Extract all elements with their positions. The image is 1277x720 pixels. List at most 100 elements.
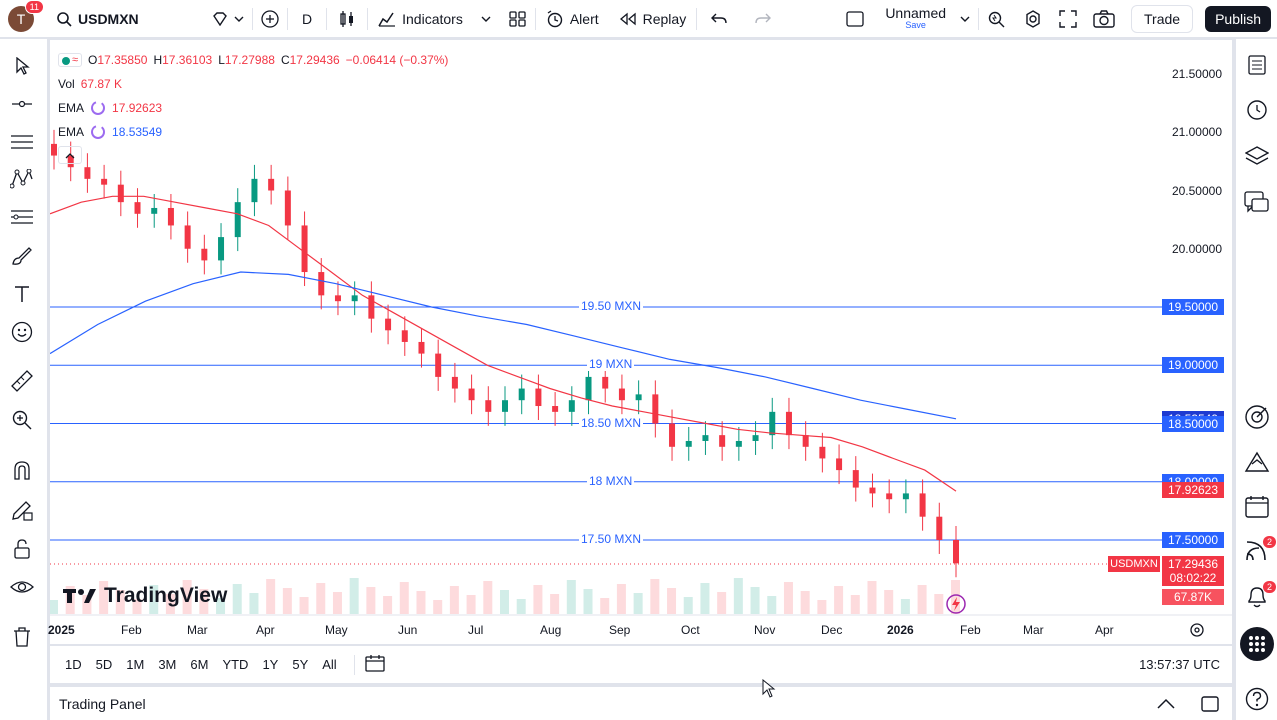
chevron-up-icon[interactable] (1156, 698, 1176, 710)
ruler-icon (11, 370, 33, 392)
lightning-icon (946, 594, 966, 614)
price-tag: 18.50000 (1162, 415, 1224, 432)
quick-search-button[interactable] (979, 0, 1015, 38)
products-button[interactable] (1236, 627, 1277, 661)
layout-name-menu[interactable]: Unnamed Save (837, 0, 978, 38)
ema-fast-row[interactable]: EMA 17.92623 (58, 96, 448, 120)
trade-button[interactable]: Trade (1123, 0, 1205, 38)
measure-tool[interactable] (0, 365, 44, 397)
volume-bar (717, 592, 727, 614)
help-button[interactable] (1236, 682, 1277, 716)
diamond-icon (213, 11, 227, 26)
screener-button[interactable] (1236, 400, 1277, 434)
undo-button[interactable] (697, 0, 741, 38)
plus-circle-icon (261, 9, 279, 28)
ema-slow-row[interactable]: EMA 18.53549 (58, 120, 448, 144)
volume-bar (951, 580, 960, 614)
settings-button[interactable] (1015, 0, 1051, 38)
chevron-down-icon (481, 16, 491, 22)
indicators-label: Indicators (402, 10, 463, 27)
snapshot-button[interactable] (1085, 0, 1123, 38)
calendar-button[interactable] (1236, 490, 1277, 524)
interval-button[interactable]: D (288, 0, 326, 38)
volume-bar (366, 587, 376, 614)
symbol-search[interactable]: USDMXN (48, 0, 204, 38)
horizontal-line-label[interactable]: 17.50 MXN (579, 532, 644, 546)
chart-pane[interactable]: ≈ O17.35850 H17.36103 L17.27988 C17.2943… (48, 40, 1232, 644)
maximize-panel-icon[interactable] (1200, 695, 1220, 713)
range-button-ytd[interactable]: YTD (222, 657, 249, 672)
legend-toggle[interactable]: ≈ (58, 53, 83, 67)
candle-body (735, 440, 742, 447)
candle-body (902, 493, 909, 500)
text-tool[interactable] (0, 278, 44, 310)
candle-body (552, 406, 559, 412)
symbol-price-tag: USDMXN (1108, 555, 1160, 572)
range-button-6m[interactable]: 6M (190, 657, 209, 672)
range-button-3m[interactable]: 3M (158, 657, 177, 672)
alert-button[interactable]: Alert (536, 0, 609, 38)
volume-bar (466, 595, 476, 614)
range-button-all[interactable]: All (322, 657, 337, 672)
magnet-tool[interactable] (0, 455, 44, 487)
notifications-button[interactable]: 2 (1236, 579, 1277, 613)
ema-fast-label: EMA (58, 101, 85, 115)
pattern-tool[interactable] (0, 163, 44, 195)
chats-button[interactable] (1236, 186, 1277, 220)
collapse-legend-button[interactable] (58, 146, 82, 164)
pine-editor-button[interactable] (1236, 445, 1277, 479)
add-symbol-button[interactable] (253, 0, 287, 38)
alerts-panel-button[interactable] (1236, 92, 1277, 126)
ema-slow-value: 18.53549 (112, 125, 163, 139)
horizontal-line-label[interactable]: 19.50 MXN (579, 299, 644, 313)
replay-button[interactable]: Replay (609, 0, 697, 38)
range-button-1m[interactable]: 1M (126, 657, 145, 672)
lightning-button[interactable] (945, 593, 967, 620)
candle-body (318, 272, 325, 296)
redo-button[interactable] (741, 0, 785, 38)
cursor-tool[interactable] (0, 50, 44, 82)
horizontal-line-label[interactable]: 18 MXN (587, 473, 635, 488)
candle-body (886, 493, 893, 500)
stay-drawing-tool[interactable] (0, 494, 44, 526)
candle-body (151, 207, 158, 214)
remove-drawings-tool[interactable] (0, 621, 44, 653)
forecast-tool[interactable] (0, 201, 44, 233)
horizontal-line-label[interactable]: 19 MXN (587, 357, 635, 372)
indicators-button[interactable]: Indicators (368, 0, 501, 38)
brush-tool[interactable] (0, 240, 44, 272)
layouts-button[interactable] (501, 0, 535, 38)
trading-panel[interactable]: Trading Panel (50, 687, 1232, 720)
volume-bar (850, 595, 860, 614)
range-button-1y[interactable]: 1Y (262, 657, 279, 672)
notifications-badge: 2 (1262, 581, 1276, 593)
chart-type-button[interactable] (327, 0, 367, 38)
x-tick-label: Feb (960, 623, 981, 637)
hide-drawings-tool[interactable] (0, 571, 44, 603)
volume-bar (600, 598, 610, 614)
range-button-5y[interactable]: 5Y (292, 657, 309, 672)
user-avatar[interactable]: T 11 (8, 0, 44, 32)
clock-time[interactable]: 13:57:37 UTC (1139, 657, 1220, 672)
fullscreen-button[interactable] (1051, 0, 1085, 38)
object-tree-button[interactable] (1236, 139, 1277, 173)
lock-drawings-tool[interactable] (0, 533, 44, 565)
axis-settings-button[interactable] (1189, 622, 1205, 643)
ideas-stream-button[interactable]: 2 (1236, 534, 1277, 568)
trend-line-tool[interactable] (0, 88, 44, 120)
fib-tool[interactable] (0, 126, 44, 158)
emoji-tool[interactable] (0, 316, 44, 348)
zoom-tool[interactable] (0, 404, 44, 436)
date-range-button[interactable] (365, 654, 385, 675)
range-button-1d[interactable]: 1D (65, 657, 82, 672)
candle-body (502, 400, 508, 412)
candle-body (652, 394, 659, 424)
layers-icon (1245, 146, 1269, 165)
watchlist-button[interactable] (1236, 48, 1277, 82)
publish-button[interactable]: Publish (1205, 5, 1271, 32)
candle-body (518, 388, 525, 401)
range-button-5d[interactable]: 5D (95, 657, 113, 672)
compare-menu[interactable] (204, 0, 252, 38)
eye-icon (10, 581, 34, 593)
horizontal-line-label[interactable]: 18.50 MXN (579, 415, 644, 430)
